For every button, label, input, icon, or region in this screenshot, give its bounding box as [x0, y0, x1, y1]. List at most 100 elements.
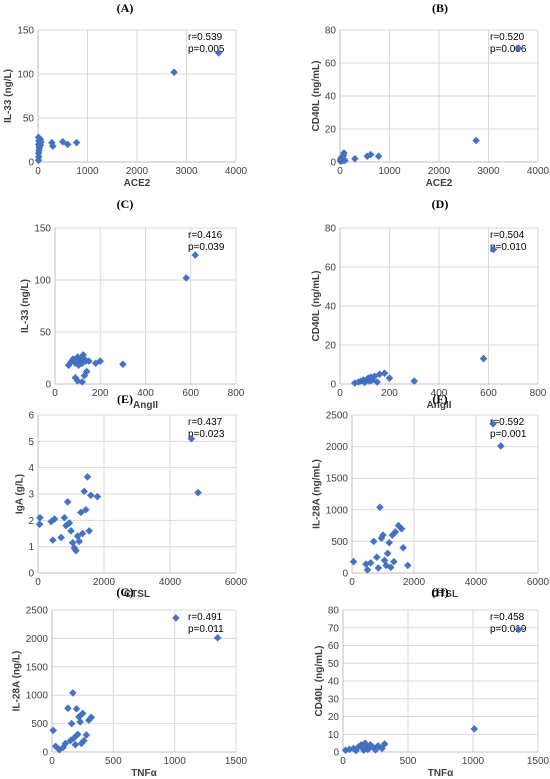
- y-tick-label: 20: [328, 712, 340, 723]
- data-point: [85, 527, 93, 535]
- y-tick-label: 0: [28, 569, 34, 580]
- y-tick-label: 150: [34, 224, 51, 235]
- x-tick-label: 4000: [225, 166, 248, 177]
- y-tick-label: 50: [40, 328, 52, 339]
- data-point: [85, 357, 93, 365]
- data-point: [49, 536, 57, 544]
- data-point: [78, 378, 86, 386]
- x-tick-label: 0: [35, 577, 41, 588]
- y-tick-label: 80: [325, 224, 337, 235]
- data-point: [65, 519, 74, 527]
- data-point: [380, 740, 389, 748]
- data-point: [397, 524, 406, 533]
- x-tick-label: 6000: [225, 577, 248, 588]
- data-point: [69, 689, 77, 697]
- data-point: [49, 142, 57, 150]
- data-point: [83, 473, 92, 481]
- data-point: [72, 546, 80, 555]
- y-tick-label: 3: [28, 490, 34, 501]
- data-point: [58, 137, 67, 146]
- data-point: [187, 434, 196, 443]
- y-axis-label: CD40L (ng/mL): [311, 271, 322, 342]
- p-value-label: p=0.005: [188, 44, 225, 55]
- y-tick-label: 80: [325, 26, 337, 37]
- x-tick-label: 0: [52, 388, 58, 399]
- x-tick-label: 6000: [527, 577, 550, 588]
- x-tick-label: 0: [49, 756, 55, 767]
- x-tick-label: 2000: [126, 166, 149, 177]
- y-axis-label: IL-28A (ng/L): [12, 651, 23, 712]
- p-value-label: p=0.019: [490, 624, 527, 635]
- scatter-panel: (A) 0 50 100 150 0 1000 2000 3000 4000 ACE2 IL-33 (…: [3, 1, 247, 189]
- x-tick-label: 1000: [76, 166, 99, 177]
- correlation-r-label: r=0.504: [490, 230, 525, 241]
- data-point: [170, 68, 178, 77]
- p-value-label: p=0.006: [490, 44, 527, 55]
- x-tick-label: 800: [228, 388, 245, 399]
- data-point: [514, 44, 523, 52]
- x-axis-label: ACE2: [124, 178, 151, 189]
- data-point: [36, 513, 44, 522]
- data-point: [489, 420, 497, 428]
- x-tick-label: 2000: [93, 577, 116, 588]
- y-tick-label: 500: [331, 537, 348, 548]
- data-point: [57, 533, 65, 542]
- x-tick-label: 4000: [527, 166, 550, 177]
- correlation-r-label: r=0.437: [188, 417, 223, 428]
- y-tick-label: 50: [23, 114, 35, 125]
- x-tick-label: 1000: [378, 166, 401, 177]
- data-point: [78, 709, 87, 718]
- y-axis-label: IL-33 (ng/L): [20, 279, 31, 333]
- x-tick-label: 0: [337, 166, 343, 177]
- y-tick-label: 60: [325, 59, 337, 70]
- data-point: [374, 152, 383, 161]
- x-tick-label: 0: [35, 166, 41, 177]
- y-tick-label: 2500: [26, 606, 49, 617]
- y-axis-label: CD40L (ng/mL): [314, 646, 325, 717]
- y-tick-label: 1500: [26, 662, 49, 673]
- x-tick-label: 200: [92, 388, 109, 399]
- p-value-label: p=0.001: [490, 429, 527, 440]
- data-point: [340, 149, 348, 157]
- panel-label: (B): [432, 1, 448, 15]
- data-point: [403, 561, 412, 570]
- data-point: [86, 491, 95, 500]
- x-tick-label: 600: [182, 388, 199, 399]
- y-tick-label: 50: [328, 659, 340, 670]
- data-point: [341, 156, 349, 165]
- data-point: [77, 508, 85, 517]
- y-tick-label: 150: [17, 26, 34, 37]
- y-tick-label: 40: [325, 92, 337, 103]
- x-tick-label: 600: [480, 388, 497, 399]
- y-tick-label: 40: [325, 302, 337, 313]
- panel-label: (A): [117, 1, 134, 15]
- data-point: [75, 537, 84, 546]
- y-tick-label: 2000: [326, 442, 349, 453]
- x-tick-label: 200: [381, 388, 398, 399]
- data-point: [213, 634, 222, 642]
- correlation-r-label: r=0.592: [490, 417, 525, 428]
- data-point: [87, 713, 96, 722]
- x-axis-label: TNFα: [131, 768, 157, 779]
- data-point: [374, 741, 382, 750]
- x-tick-label: 0: [349, 577, 355, 588]
- data-point: [194, 488, 202, 497]
- data-point: [472, 136, 480, 145]
- data-point: [489, 245, 498, 254]
- data-point: [470, 725, 479, 733]
- panel-label: (C): [117, 197, 134, 211]
- x-tick-label: 4000: [465, 577, 488, 588]
- x-axis-label: CTSL: [124, 589, 150, 600]
- y-axis-label: IgA (g/L): [14, 474, 25, 514]
- scatter-panel: (C) 0 50 100 150 0 200 400 600 800 AngII IL-33 (ng/…: [20, 197, 245, 411]
- data-point: [60, 513, 69, 522]
- data-point: [73, 730, 82, 739]
- data-point: [78, 529, 87, 538]
- data-point: [80, 736, 88, 745]
- data-point: [390, 557, 398, 566]
- data-point: [72, 705, 81, 713]
- x-tick-label: 4000: [159, 577, 182, 588]
- x-tick-label: 500: [400, 756, 417, 767]
- x-tick-label: 400: [137, 388, 154, 399]
- data-point: [391, 528, 400, 536]
